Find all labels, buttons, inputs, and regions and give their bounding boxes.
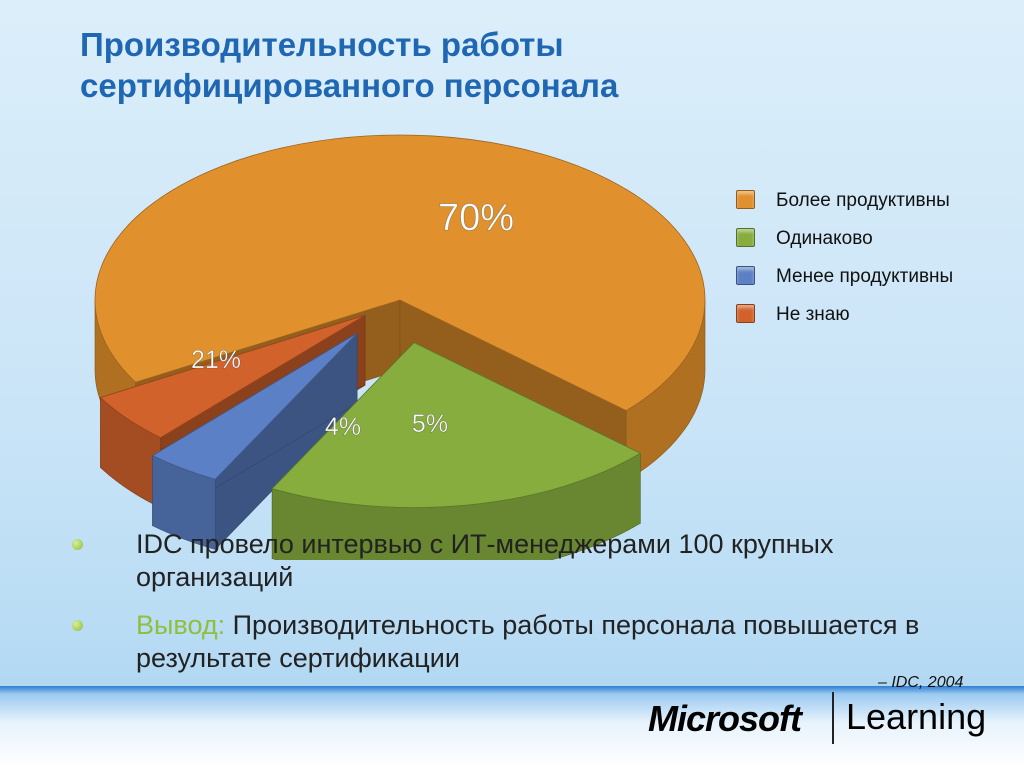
legend-label-same: Одинаково	[776, 228, 873, 249]
legend-swatch-same	[736, 228, 755, 247]
footer-band	[0, 686, 1024, 768]
slice-label-less-productive: 4%	[325, 413, 361, 441]
legend-label-less-productive: Менее продуктивны	[776, 266, 954, 287]
bullet-accent: Вывод:	[136, 610, 226, 640]
legend-swatch-dont-know	[736, 304, 755, 323]
slide-title: Производительность работы сертифицирован…	[80, 24, 940, 106]
slice-same	[271, 341, 642, 560]
pie-chart: 70% 21% 4% 5%	[94, 134, 706, 560]
source-citation: – IDC, 2004	[878, 674, 964, 691]
logo-brand: Microsoft	[648, 698, 802, 739]
bullet-item: IDC провело интервью с ИТ-менеджерами 10…	[70, 528, 950, 594]
slice-label-more-productive: 70%	[438, 197, 514, 239]
slice-less-productive	[151, 332, 358, 551]
slice-label-dont-know: 5%	[412, 410, 448, 438]
legend-swatch-more-productive	[736, 190, 755, 209]
bullet-item: Вывод: Производительность работы персона…	[70, 609, 950, 675]
bullet-text: Производительность работы персонала повы…	[136, 610, 920, 673]
legend-swatch-less-productive	[736, 266, 755, 285]
logo-product: Learning	[846, 696, 987, 737]
bullet-list: IDC провело интервью с ИТ-менеджерами 10…	[70, 528, 950, 690]
title-line-1: Производительность работы	[80, 26, 564, 63]
bullet-dot-icon	[72, 620, 83, 631]
legend-label-dont-know: Не знаю	[776, 304, 850, 325]
title-line-2: сертифицированного персонала	[80, 67, 619, 104]
bullet-text: IDC провело интервью с ИТ-менеджерами 10…	[136, 529, 834, 592]
logo-separator	[832, 692, 834, 744]
legend-label-more-productive: Более продуктивны	[776, 190, 950, 211]
slice-label-same: 21%	[191, 346, 241, 374]
bullet-dot-icon	[72, 539, 83, 550]
